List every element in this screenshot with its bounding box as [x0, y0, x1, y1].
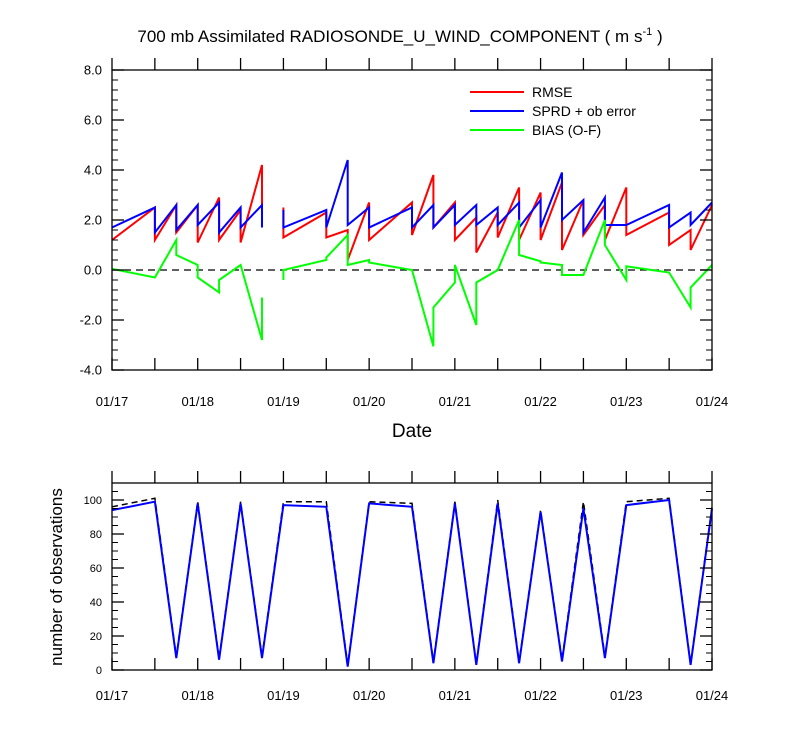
bottom-y-tick-label: 40 — [90, 597, 102, 609]
x-axis-title: Date — [392, 421, 432, 442]
bottom-y-tick-label: 80 — [90, 529, 102, 541]
top-x-tick-label: 01/21 — [439, 394, 472, 409]
bottom-x-tick-label: 01/18 — [181, 688, 214, 703]
legend-label-rmse: RMSE — [532, 84, 572, 100]
series-line-sprd-ob-error-2 — [282, 159, 713, 237]
top-panel: -4.0-2.00.02.04.06.08.0 01/17 01/18 01/19 0… — [80, 58, 729, 442]
top-series-group — [111, 159, 713, 347]
bottom-y-tick-label: 0 — [96, 665, 102, 677]
legend-label-bias: BIAS (O-F) — [532, 122, 601, 138]
top-x-tick-labels: 01/17 01/18 01/19 01/20 01/21 01/22 01/23 01/24 — [96, 394, 729, 409]
series-line-observations-assimilated — [111, 498, 713, 667]
bottom-x-tick-label: 01/19 — [267, 688, 300, 703]
series-line-bias-o-f-1 — [111, 236, 263, 341]
top-y-tick-label: 4.0 — [84, 163, 102, 178]
legend: RMSE SPRD + ob error BIAS (O-F) — [470, 84, 636, 138]
top-y-tick-label: 8.0 — [84, 63, 102, 78]
title-main: 700 mb Assimilated RADIOSONDE_U_WIND_COM… — [137, 27, 642, 46]
top-x-tick-label: 01/19 — [267, 394, 300, 409]
bottom-ticks — [111, 471, 713, 671]
top-ticks — [111, 58, 713, 371]
top-y-tick-label: 6.0 — [84, 113, 102, 128]
bottom-x-tick-labels: 01/17 01/18 01/19 01/20 01/21 01/22 01/23 01/24 — [96, 688, 729, 703]
bottom-y-tick-label: 100 — [84, 495, 102, 507]
series-line-sprd-ob-error-1 — [111, 199, 263, 236]
top-x-tick-label: 01/23 — [610, 394, 643, 409]
bottom-x-tick-label: 01/21 — [439, 688, 472, 703]
series-line-rmse-1 — [111, 164, 263, 244]
series-line-bias-o-f-2 — [282, 219, 713, 347]
top-y-tick-labels: -4.0 -2.0 0.0 2.0 4.0 6.0 8.0 — [80, 63, 102, 378]
bottom-y-tick-labels: 0 20 40 60 80 100 — [84, 495, 102, 677]
top-y-tick-label: -2.0 — [80, 313, 102, 328]
bottom-x-tick-label: 01/20 — [353, 688, 386, 703]
chart-title: 700 mb Assimilated RADIOSONDE_U_WIND_COM… — [137, 26, 662, 46]
series-line-rmse-2 — [282, 174, 713, 261]
bottom-y-tick-label: 20 — [90, 631, 102, 643]
title-suffix: ) — [652, 27, 662, 46]
bottom-x-tick-label: 01/24 — [696, 688, 729, 703]
title-superscript: -1 — [642, 26, 652, 38]
bottom-x-tick-label: 01/22 — [524, 688, 557, 703]
top-x-tick-label: 01/24 — [696, 394, 729, 409]
bottom-y-tick-label: 60 — [90, 563, 102, 575]
bottom-series-group — [111, 497, 713, 667]
top-y-tick-label: -4.0 — [80, 363, 102, 378]
legend-label-sprd: SPRD + ob error — [532, 103, 636, 119]
top-x-tick-label: 01/22 — [524, 394, 557, 409]
bottom-x-tick-label: 01/23 — [610, 688, 643, 703]
top-y-tick-label: 2.0 — [84, 213, 102, 228]
top-x-tick-label: 01/17 — [96, 394, 129, 409]
top-y-tick-label: 0.0 — [84, 263, 102, 278]
top-x-tick-label: 01/20 — [353, 394, 386, 409]
bottom-y-axis-title: number of observations — [47, 488, 66, 666]
bottom-x-tick-label: 01/17 — [96, 688, 129, 703]
series-line-observations-possible — [111, 497, 713, 665]
top-x-tick-label: 01/18 — [181, 394, 214, 409]
